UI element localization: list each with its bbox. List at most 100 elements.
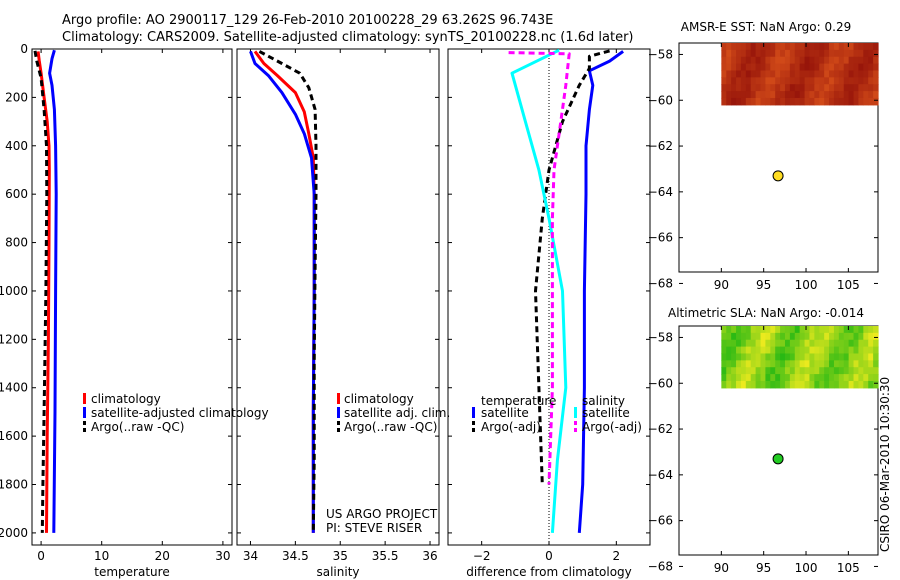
map-cell: [824, 56, 830, 65]
map-cell: [833, 339, 840, 348]
map-cell: [868, 97, 874, 106]
y-tick-label: 400: [5, 139, 28, 153]
map-cell: [736, 353, 742, 361]
map-cell: [784, 70, 791, 78]
map-cell: [863, 374, 869, 382]
map-cell: [799, 367, 806, 375]
map-cell: [794, 326, 801, 334]
map-cell: [819, 63, 825, 72]
map-cell: [799, 374, 806, 382]
map-cell: [799, 346, 806, 355]
map-cell: [868, 49, 874, 58]
map-cell: [770, 346, 776, 355]
difference-panel: −2 0 2 difference from climatology: [447, 48, 651, 579]
map-cell: [804, 49, 811, 58]
y-tick-label: 1000: [0, 284, 28, 298]
map-cell: [863, 84, 869, 92]
map-cell: [750, 77, 757, 85]
map-cell: [736, 380, 742, 389]
map-cell: [745, 360, 752, 368]
y-tick-label: −62: [648, 139, 673, 153]
x-tick-label: 30: [215, 549, 230, 563]
map-cell: [745, 346, 752, 355]
map-cell: [780, 380, 786, 389]
map-cell: [794, 70, 801, 78]
map-cell: [838, 339, 845, 348]
map-cell: [726, 332, 732, 341]
plot-frame: [236, 48, 440, 546]
map-cell: [784, 332, 791, 341]
map-cell: [784, 84, 791, 92]
map-cell: [731, 43, 737, 51]
series-line-temperature-satellite: [577, 50, 624, 534]
map-cell: [868, 56, 874, 65]
map-cell: [740, 346, 747, 355]
map-cell: [799, 339, 806, 348]
map-cell: [765, 332, 771, 341]
map-cell: [794, 380, 801, 389]
map-cell: [736, 56, 742, 65]
map-cell: [731, 332, 737, 341]
map-cell: [814, 43, 820, 51]
map-cell: [740, 49, 747, 58]
map-cell: [814, 380, 820, 389]
map-cell: [755, 43, 762, 51]
map-cell: [799, 360, 806, 368]
map-cell: [740, 339, 747, 348]
map-cell: [814, 339, 820, 348]
map-cell: [789, 49, 796, 58]
map-cell: [858, 91, 864, 99]
map-cell: [814, 374, 820, 382]
map-cell: [853, 326, 860, 334]
map-cell: [853, 70, 860, 78]
map-cell: [799, 332, 806, 341]
map-cell: [833, 63, 840, 72]
map-cell: [740, 84, 747, 92]
y-tick-label: 800: [5, 236, 28, 250]
map-cell: [775, 97, 781, 106]
map-cell: [819, 49, 825, 58]
map-cell: [848, 367, 855, 375]
map-cell: [770, 70, 776, 78]
map-cell: [750, 367, 757, 375]
series-line-argo-raw-qc-: [258, 50, 318, 533]
map-cell: [863, 380, 869, 389]
map-cell: [760, 91, 767, 99]
map-cell: [799, 77, 806, 85]
map-cell: [745, 63, 752, 72]
map-cell: [848, 332, 855, 341]
map-cell: [824, 353, 830, 361]
map-cell: [775, 367, 781, 375]
map-cell: [829, 339, 835, 348]
map-cell: [863, 63, 869, 72]
map-cell: [804, 332, 811, 341]
map-cell: [755, 56, 762, 65]
map-cell: [789, 360, 796, 368]
map-cell: [736, 43, 742, 51]
map-cell: [843, 63, 850, 72]
map-cell: [794, 374, 801, 382]
map-cell: [745, 326, 752, 334]
map-cell: [873, 43, 879, 51]
map-cell: [819, 367, 825, 375]
map-cell: [868, 70, 874, 78]
map-cell: [794, 84, 801, 92]
legend-heading-salinity: salinity: [582, 394, 625, 408]
legend-label-argo: Argo(..raw -QC): [91, 420, 184, 434]
map-cell: [765, 84, 771, 92]
map-cell: [731, 374, 737, 382]
map-cell: [755, 353, 762, 361]
map-cell: [858, 70, 864, 78]
map-cell: [829, 353, 835, 361]
map-cell: [721, 70, 727, 78]
map-cell: [736, 332, 742, 341]
project-annotation-line-2: PI: STEVE RISER: [326, 521, 422, 535]
map-cell: [838, 43, 845, 51]
map-cell: [721, 56, 727, 65]
map-cell: [755, 91, 762, 99]
map-cell: [750, 63, 757, 72]
map-cell: [794, 360, 801, 368]
y-tick-label: 600: [5, 187, 28, 201]
map-cell: [853, 63, 860, 72]
map-cell: [809, 77, 815, 85]
